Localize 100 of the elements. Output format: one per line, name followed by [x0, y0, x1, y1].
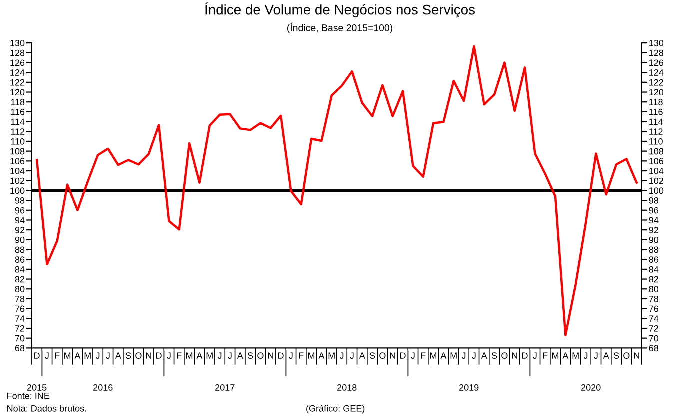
y-tick-label: 86	[15, 256, 25, 263]
y-tick-label: 88	[15, 246, 25, 254]
x-tick-label: J	[594, 352, 598, 359]
y-tick-label: 76	[15, 306, 25, 312]
y2-tick-label: 112	[650, 128, 663, 135]
y-tick-label: 74	[15, 316, 25, 322]
y-tick-label: 118	[11, 99, 25, 106]
x-tick-label: J	[411, 352, 415, 359]
x-tick-label: S	[492, 352, 498, 359]
x-tick-label: F	[299, 352, 304, 359]
y2-tick-label: 122	[650, 79, 664, 86]
y-tick-label: 106	[10, 158, 25, 165]
x-tick-label: A	[115, 352, 122, 359]
y-tick-label: 72	[15, 325, 25, 332]
chart-title: Índice de Volume de Negócios nos Serviços	[205, 2, 475, 18]
text: 2018	[338, 384, 357, 391]
x-tick-label: J	[289, 352, 293, 359]
x-tick-label: N	[146, 352, 152, 359]
y2-tick-label: 130	[650, 40, 664, 46]
y-tick-label: 130	[10, 40, 25, 46]
y-tick-label: 102	[10, 178, 25, 184]
x-tick-label: N	[268, 352, 274, 359]
x-tick-label: M	[64, 352, 71, 359]
x-tick-label: J	[45, 352, 49, 359]
y-tick-label: 68	[15, 345, 25, 352]
x-tick-label: S	[614, 352, 620, 359]
x-tick-label: D	[156, 352, 162, 359]
y2-tick-label: 120	[650, 89, 664, 96]
x-tick-label: J	[533, 352, 537, 359]
y2-tick-label: 102	[650, 178, 664, 184]
y2-tick-label: 126	[650, 60, 664, 66]
x-tick-label: F	[55, 352, 60, 359]
line-series	[36, 45, 638, 337]
y-tick-label: 120	[10, 89, 25, 96]
y2-tick-label: 84	[649, 266, 659, 273]
y-tick-label: 114	[11, 118, 25, 126]
x-tick-label: A	[359, 352, 366, 359]
y-tick-label: 104	[10, 168, 25, 174]
x-tick-label: O	[502, 352, 508, 359]
x-tick-label: J	[584, 352, 588, 359]
x-tick-label: D	[400, 352, 406, 359]
y2-tick-label: 124	[650, 70, 664, 76]
x-tick-label: D	[522, 352, 528, 359]
y2-tick-label: 78	[649, 296, 659, 302]
x-tick-label: J	[167, 352, 171, 359]
y2-tick-label: 118	[650, 99, 663, 106]
y2-tick-label: 80	[649, 286, 659, 292]
y-tick-label: 122	[10, 79, 25, 86]
x-tick-label: D	[278, 352, 284, 359]
y2-tick-label: 72	[649, 325, 658, 332]
x-tick-label: F	[177, 352, 182, 359]
y-tick-label: 96	[15, 207, 25, 214]
y2-tick-label: 68	[649, 345, 659, 352]
y2-tick-label: 106	[650, 158, 664, 165]
x-tick-label: A	[196, 352, 203, 359]
x-tick-label: D	[34, 352, 40, 359]
x-tick-label: J	[218, 352, 222, 359]
y-tick-label: 112	[11, 128, 25, 135]
x-tick-label: A	[74, 352, 81, 359]
y-tick-label: 70	[15, 335, 25, 342]
x-tick-label: M	[84, 352, 91, 359]
y-tick-label: 94	[15, 217, 25, 224]
y2-tick-label: 98	[649, 198, 659, 204]
x-tick-label: M	[552, 352, 559, 359]
y2-tick-label: 110	[650, 138, 663, 145]
y2-tick-label: 100	[650, 188, 664, 194]
x-tick-label: J	[96, 352, 100, 359]
x-tick-label: F	[543, 352, 548, 359]
x-tick-label: O	[258, 352, 264, 359]
y2-tick-label: 88	[649, 246, 659, 254]
y-tick-label: 126	[10, 60, 25, 66]
text: (Gráfico: GEE)	[306, 405, 365, 414]
y-tick-label: 116	[11, 108, 25, 116]
chart-subtitle: (Índice, Base 2015=100)	[288, 22, 393, 34]
x-tick-label: S	[248, 352, 254, 359]
x-tick-label: S	[126, 352, 132, 359]
x-tick-label: J	[340, 352, 344, 359]
y-tick-label: 110	[11, 138, 25, 145]
y-tick-label: 124	[10, 70, 25, 76]
text: 2017	[216, 384, 235, 391]
x-tick-label: N	[512, 352, 518, 359]
x-tick-label: M	[186, 352, 193, 359]
x-tick-label: S	[370, 352, 376, 359]
x-tick-label: A	[562, 352, 569, 359]
y2-tick-label: 94	[649, 217, 659, 224]
x-tick-label: M	[308, 352, 315, 359]
text: Nota: Dados brutos.	[8, 405, 86, 412]
y2-tick-label: 90	[649, 236, 659, 244]
y2-tick-label: 82	[649, 276, 658, 283]
y2-tick-label: 96	[649, 207, 659, 214]
y2-tick-label: 70	[649, 335, 659, 342]
x-tick-label: M	[206, 352, 213, 359]
x-tick-label: M	[450, 352, 457, 359]
text: 2016	[94, 384, 113, 391]
text: 2019	[460, 384, 479, 391]
x-tick-label: O	[380, 352, 386, 359]
y-tick-label: 98	[15, 198, 25, 204]
y-tick-label: 92	[15, 227, 25, 234]
text: 2015	[27, 384, 47, 391]
y2-tick-label: 92	[649, 227, 658, 234]
